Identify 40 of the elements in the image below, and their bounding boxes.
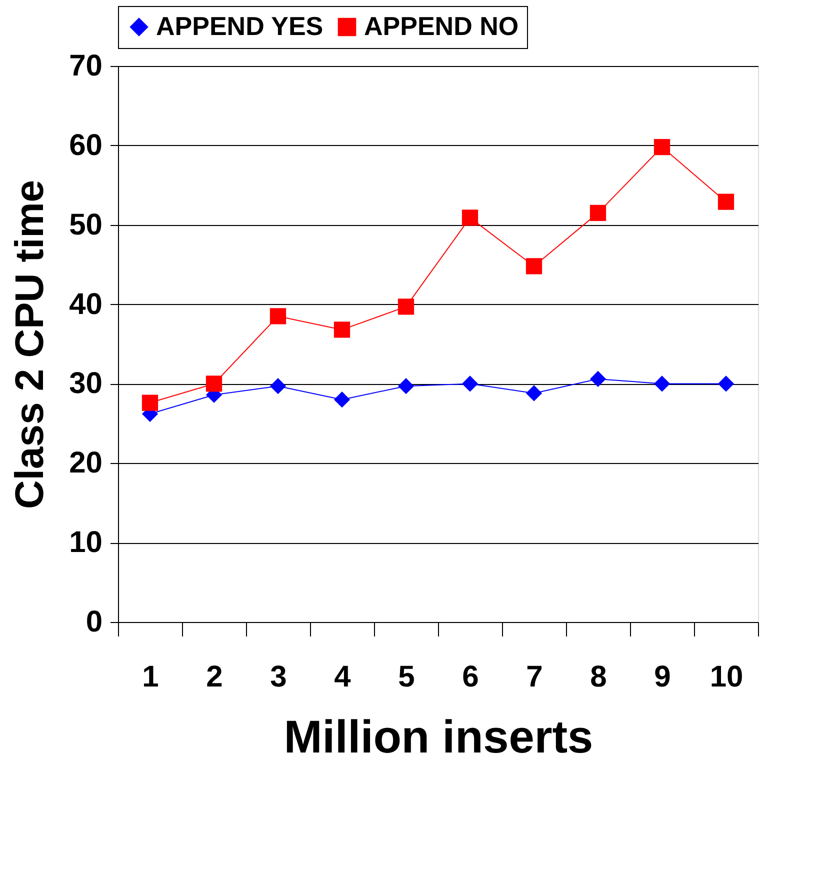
point	[270, 378, 286, 394]
point	[718, 194, 734, 210]
point	[398, 298, 414, 315]
point	[398, 378, 414, 394]
point	[462, 376, 478, 392]
point	[206, 376, 222, 392]
point	[718, 376, 734, 392]
point	[590, 370, 606, 388]
point	[334, 392, 350, 408]
point	[270, 308, 286, 324]
y-tick-label: 10	[69, 526, 102, 560]
x-tick-label: 1	[142, 660, 159, 694]
point	[462, 210, 478, 226]
y-tick-label: 40	[69, 288, 102, 321]
point	[334, 322, 350, 338]
x-tick-label: 7	[526, 660, 543, 694]
x-tick-label: 9	[654, 660, 671, 694]
x-tick-label: 8	[590, 660, 607, 694]
point	[526, 385, 542, 402]
point	[654, 376, 670, 392]
point	[654, 138, 670, 156]
x-tick-label: 10	[710, 660, 744, 694]
point	[526, 258, 542, 274]
y-tick-label: 70	[69, 50, 102, 82]
point	[142, 394, 158, 411]
x-tick-label: 3	[270, 660, 287, 694]
y-tick-label: 60	[69, 128, 102, 162]
legend-label: APPEND YES	[156, 11, 324, 41]
x-axis-title: Million inserts	[284, 710, 594, 762]
y-axis-title: Class 2 CPU time	[8, 180, 52, 510]
y-tick-label: 50	[69, 208, 102, 242]
y-tick-label: 0	[86, 606, 102, 638]
y-tick-label: 20	[69, 446, 102, 480]
point	[590, 204, 606, 222]
x-tick-label: 5	[398, 660, 415, 694]
y-tick-label: 30	[69, 367, 102, 400]
legend-label: APPEND NO	[364, 11, 519, 41]
x-tick-label: 2	[206, 660, 223, 694]
x-tick-label: 6	[462, 660, 479, 694]
x-tick-label: 4	[334, 660, 352, 694]
